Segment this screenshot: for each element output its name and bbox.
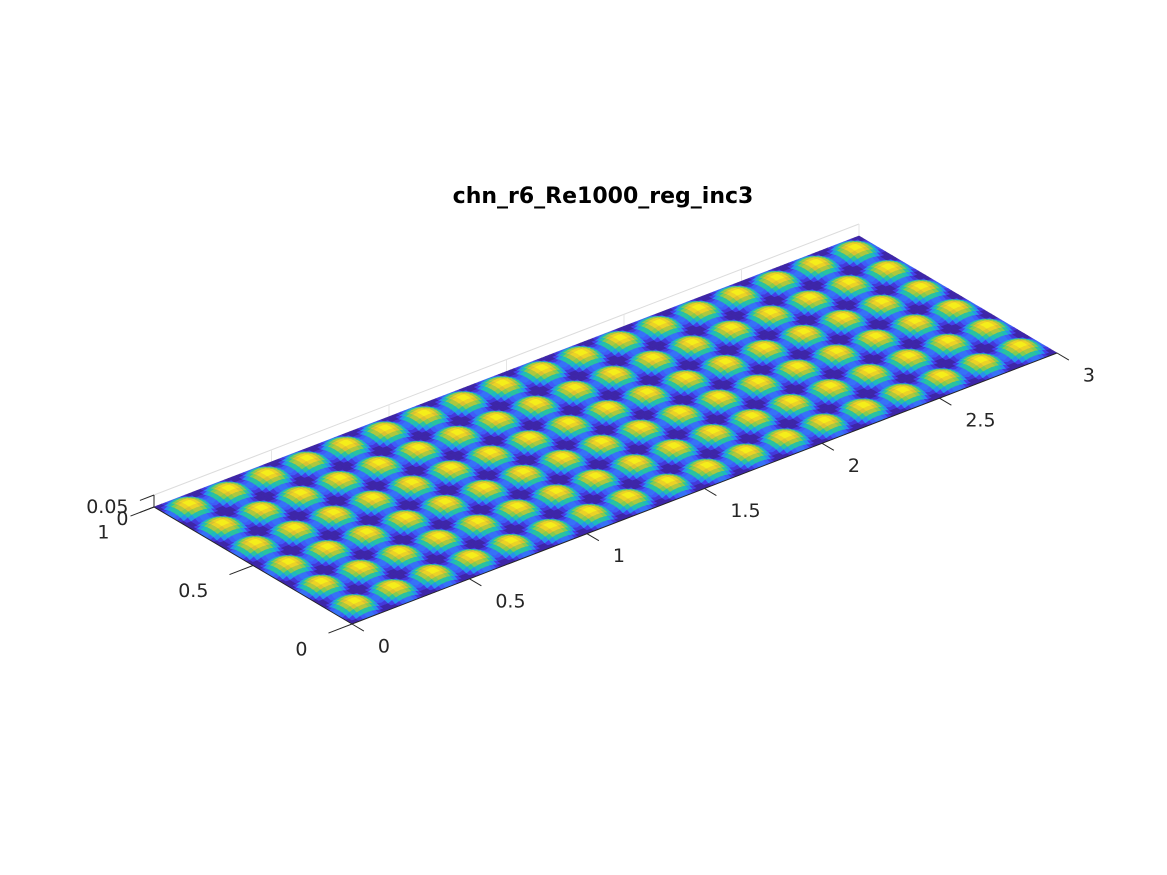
surface-layer — [153, 235, 1058, 625]
chart-title: chn_r6_Re1000_reg_inc3 — [453, 184, 754, 209]
